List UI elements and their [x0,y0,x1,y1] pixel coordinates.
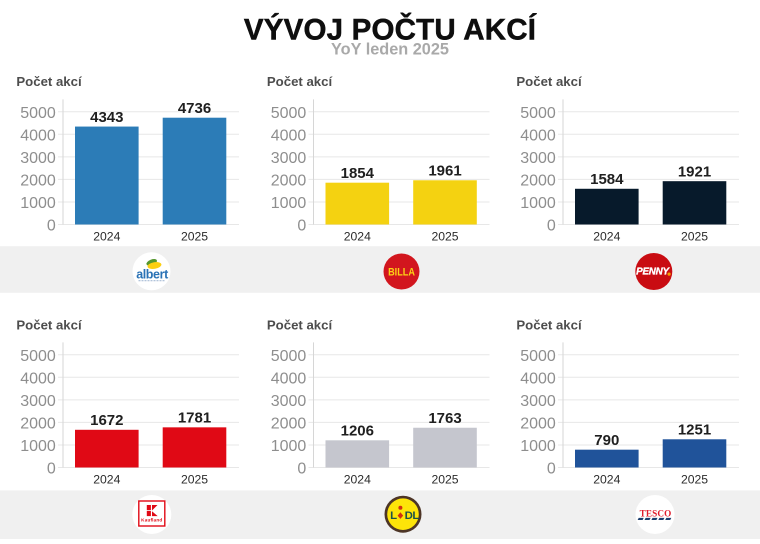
svg-text:DL: DL [405,510,420,522]
svg-text:TESCO: TESCO [640,509,672,519]
svg-text:5000: 5000 [271,105,307,122]
svg-text:1854: 1854 [341,165,375,182]
svg-text:4000: 4000 [20,371,56,388]
svg-text:2000: 2000 [20,173,56,190]
svg-text:5000: 5000 [520,105,556,122]
svg-text:VÝVOJ POČTU AKCÍ: VÝVOJ POČTU AKCÍ [244,12,537,46]
svg-text:1000: 1000 [520,438,556,455]
svg-text:2024: 2024 [344,230,371,244]
svg-text:2024: 2024 [593,230,620,244]
svg-text:0: 0 [547,461,556,478]
svg-text:4000: 4000 [520,128,556,145]
svg-text:1000: 1000 [20,195,56,212]
svg-text:2025: 2025 [181,473,208,487]
svg-text:2000: 2000 [520,416,556,433]
svg-text:3000: 3000 [520,150,556,167]
svg-text:4000: 4000 [520,371,556,388]
svg-text:1584: 1584 [590,171,624,188]
svg-text:2024: 2024 [593,473,620,487]
svg-text:2025: 2025 [431,230,458,244]
svg-text:1000: 1000 [20,438,56,455]
svg-text:albert: albert [136,267,169,281]
svg-text:1000: 1000 [271,438,307,455]
svg-text:Počet akcí: Počet akcí [16,318,83,333]
svg-text:1206: 1206 [341,423,374,440]
svg-text:0: 0 [547,218,556,235]
svg-text:PENNY: PENNY [636,267,670,278]
svg-text:2000: 2000 [271,173,307,190]
svg-text:Počet akcí: Počet akcí [516,318,583,333]
svg-text:2024: 2024 [93,473,120,487]
svg-text:2000: 2000 [271,416,307,433]
svg-text:3000: 3000 [271,393,307,410]
svg-text:2025: 2025 [181,230,208,244]
svg-text:5000: 5000 [271,348,307,365]
svg-text:Počet akcí: Počet akcí [16,74,83,89]
svg-text:4000: 4000 [20,128,56,145]
svg-text:1000: 1000 [520,195,556,212]
svg-text:5000: 5000 [20,348,56,365]
svg-text:4000: 4000 [271,371,307,388]
svg-text:1000: 1000 [271,195,307,212]
svg-text:Počet akcí: Počet akcí [267,74,334,89]
svg-text:1961: 1961 [428,163,461,180]
svg-text:0: 0 [47,461,56,478]
svg-text:L: L [390,510,397,522]
svg-text:2025: 2025 [681,230,708,244]
svg-text:790: 790 [594,432,619,449]
svg-text:Počet akcí: Počet akcí [516,74,583,89]
svg-text:2000: 2000 [20,416,56,433]
svg-text:2025: 2025 [431,473,458,487]
svg-text:2025: 2025 [681,473,708,487]
svg-text:3000: 3000 [20,150,56,167]
svg-text:Počet akcí: Počet akcí [267,318,334,333]
svg-text:1921: 1921 [678,164,711,181]
svg-text:0: 0 [297,461,306,478]
svg-text:Kaufland: Kaufland [141,518,162,523]
svg-text:1251: 1251 [678,422,711,439]
svg-text:5000: 5000 [520,348,556,365]
svg-text:5000: 5000 [20,105,56,122]
svg-text:1763: 1763 [428,410,461,427]
svg-text:4000: 4000 [271,128,307,145]
svg-text:YoY leden 2025: YoY leden 2025 [331,41,449,59]
svg-text:4736: 4736 [178,100,211,117]
svg-text:3000: 3000 [271,150,307,167]
svg-text:1672: 1672 [90,412,123,429]
svg-text:4343: 4343 [90,109,123,126]
svg-text:0: 0 [47,218,56,235]
svg-text:BILLA: BILLA [388,267,415,279]
svg-text:2024: 2024 [93,230,120,244]
svg-text:0: 0 [297,218,306,235]
svg-text:3000: 3000 [520,393,556,410]
svg-text:3000: 3000 [20,393,56,410]
svg-text:1781: 1781 [178,410,211,427]
svg-text:2024: 2024 [344,473,371,487]
svg-text:2000: 2000 [520,173,556,190]
